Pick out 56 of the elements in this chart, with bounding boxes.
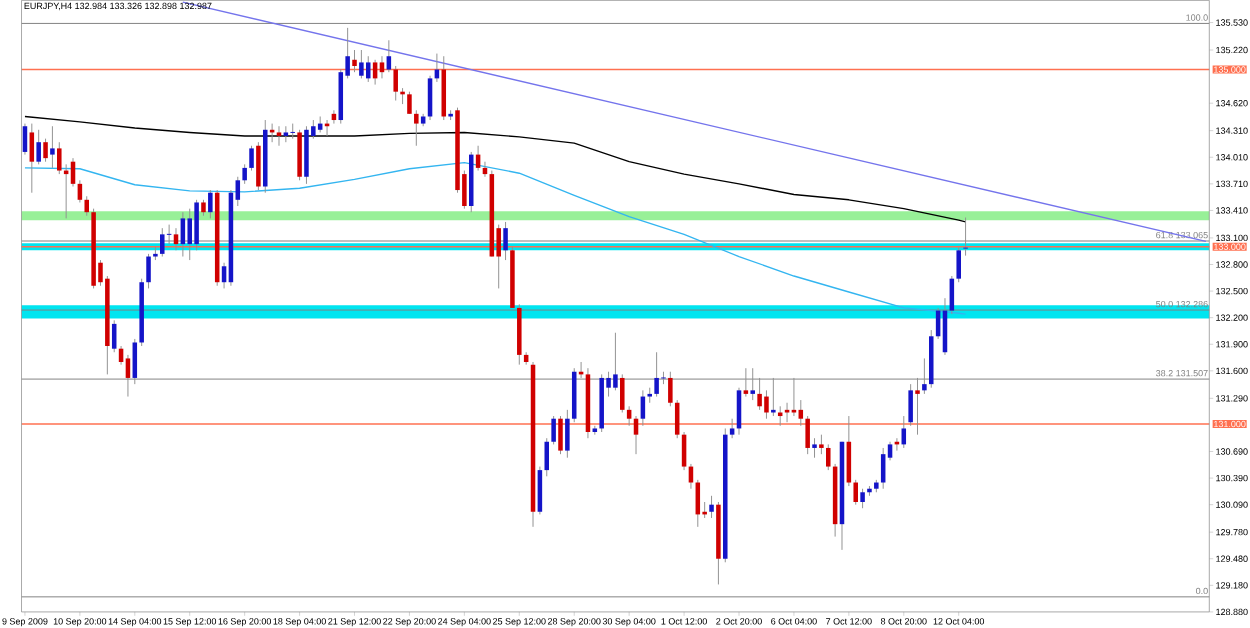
candlestick xyxy=(743,367,749,397)
candlestick xyxy=(668,371,673,407)
candlestick xyxy=(29,122,35,194)
candlestick xyxy=(297,129,302,181)
candlestick xyxy=(414,109,419,147)
candlestick xyxy=(256,141,261,191)
candlestick xyxy=(757,377,762,411)
candlestick xyxy=(242,163,247,185)
candlestick xyxy=(654,351,659,397)
candlestick xyxy=(352,49,357,73)
line-series xyxy=(24,161,967,315)
candlestick xyxy=(208,189,213,219)
candlestick xyxy=(812,437,817,459)
candlestick xyxy=(304,125,309,185)
candlestick xyxy=(407,91,412,115)
candlestick xyxy=(517,303,522,366)
candlestick xyxy=(180,211,186,257)
candlestick xyxy=(386,39,392,73)
candlestick xyxy=(880,447,886,490)
candlestick xyxy=(709,495,714,519)
candlestick xyxy=(908,383,913,427)
candlestick xyxy=(36,129,41,165)
candlestick xyxy=(125,354,131,397)
candlestick xyxy=(173,227,179,251)
candlestick xyxy=(915,377,920,436)
candlestick xyxy=(956,247,961,283)
candlestick xyxy=(43,138,48,163)
candlestick xyxy=(805,415,810,455)
candlestick xyxy=(613,332,618,391)
candlestick xyxy=(365,55,371,83)
candlestick xyxy=(764,389,769,420)
candlestick xyxy=(784,402,790,423)
candlestick xyxy=(249,145,254,171)
candlestick xyxy=(750,367,755,401)
candlestick xyxy=(393,65,398,101)
candlestick xyxy=(50,125,55,169)
candlestick xyxy=(379,55,385,79)
candlestick xyxy=(798,399,804,427)
candlestick xyxy=(558,415,563,455)
candlestick xyxy=(146,253,151,289)
candlestick xyxy=(359,49,364,79)
candlestick xyxy=(771,377,776,417)
candlestick xyxy=(160,227,165,257)
candlestick xyxy=(283,125,289,143)
candlestick xyxy=(819,434,824,455)
candlestick xyxy=(289,122,296,140)
candlestick xyxy=(791,377,797,417)
candlestick xyxy=(860,488,865,509)
candlestick xyxy=(922,357,927,395)
candlestick xyxy=(565,409,570,459)
candlestick xyxy=(551,415,556,445)
candlestick xyxy=(963,216,968,256)
candlestick xyxy=(503,221,508,261)
candlestick xyxy=(194,199,199,251)
candlestick xyxy=(187,208,192,261)
candlestick xyxy=(276,125,282,147)
